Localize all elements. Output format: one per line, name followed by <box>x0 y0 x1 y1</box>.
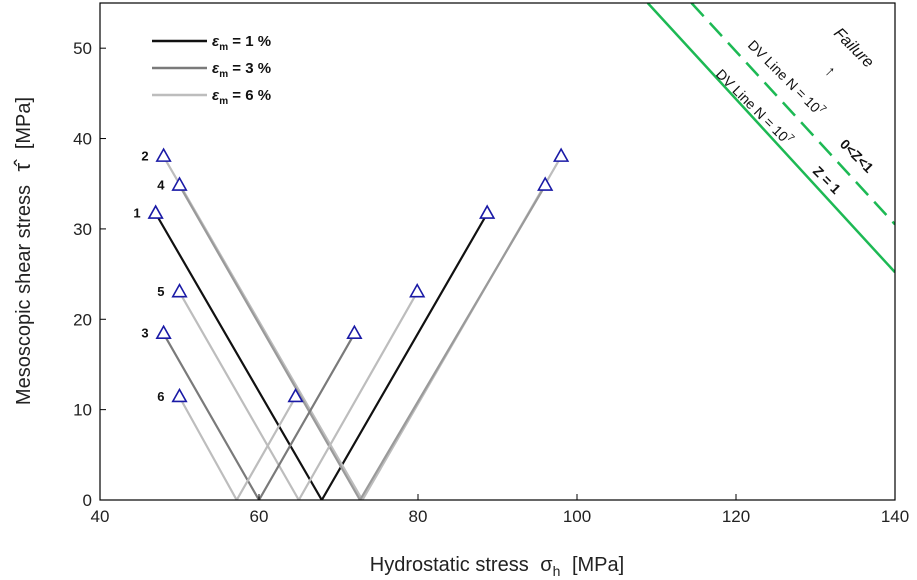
plot-frame <box>99 2 896 501</box>
dv-line-solid-condition: Z = 1 <box>810 163 844 197</box>
point-label-3: 3 <box>141 326 148 341</box>
y-axis-title-main: Mesoscopic shear stress <box>13 185 35 405</box>
x-tick-label: 100 <box>563 507 591 526</box>
x-axis-symbol-sub: h <box>553 563 561 579</box>
y-axis-title: Mesoscopic shear stress τ̂ [MPa] <box>10 97 35 405</box>
y-tick-label: 10 <box>73 401 92 420</box>
series-path-6 <box>178 396 297 500</box>
series-path-3 <box>162 333 356 500</box>
x-tick-label: 80 <box>409 507 428 526</box>
point-label-6: 6 <box>157 389 164 404</box>
failure-label: Failure <box>830 25 877 72</box>
dv-line-dashed-condition: 0<Z<1 <box>837 136 877 176</box>
data-marker-2 <box>552 147 570 162</box>
series-path-5 <box>178 291 419 500</box>
x-axis-symbol: σ <box>540 554 553 576</box>
x-tick-label: 120 <box>722 507 750 526</box>
legend-label-3: εm = 6 % <box>212 87 271 107</box>
y-tick-label: 30 <box>73 220 92 239</box>
x-tick-label: 40 <box>91 507 110 526</box>
data-marker-1 <box>147 204 164 219</box>
failure-arrow: ↑ <box>821 63 839 81</box>
data-marker-5 <box>409 283 426 298</box>
legend-label-1: εm = 1 % <box>212 33 271 53</box>
data-marker-6 <box>171 387 188 403</box>
x-tick-label: 140 <box>881 507 909 526</box>
data-marker-5 <box>171 283 188 298</box>
data-marker-3 <box>346 324 363 340</box>
data-marker-4 <box>171 176 188 191</box>
y-tick-label: 0 <box>83 491 92 510</box>
dv-line-solid <box>646 3 895 274</box>
data-marker-1 <box>479 204 496 219</box>
x-tick-label: 60 <box>250 507 269 526</box>
y-tick-label: 50 <box>73 39 92 58</box>
x-axis-title: Hydrostatic stress σh [MPa] <box>370 554 624 580</box>
series-path-4 <box>178 184 547 500</box>
y-tick-label: 20 <box>73 310 92 329</box>
y-axis-unit: [MPa] <box>13 97 35 149</box>
point-label-5: 5 <box>157 284 164 299</box>
x-axis-title-main: Hydrostatic stress <box>370 554 529 576</box>
data-marker-4 <box>537 176 554 191</box>
legend-label-2: εm = 3 % <box>212 60 271 80</box>
data-marker-2 <box>155 147 172 162</box>
point-label-2: 2 <box>141 149 148 164</box>
series-path-1 <box>154 212 489 500</box>
y-axis-symbol: τ̂ <box>10 159 35 172</box>
point-label-1: 1 <box>133 206 140 221</box>
y-tick-label: 40 <box>73 130 92 149</box>
data-marker-6 <box>287 387 304 403</box>
legend: εm = 1 % εm = 3 % εm = 6 % <box>152 33 271 107</box>
point-label-4: 4 <box>157 178 165 193</box>
x-axis-unit: [MPa] <box>572 554 624 576</box>
dv-line-dashed <box>690 3 895 226</box>
data-marker-3 <box>155 324 172 340</box>
